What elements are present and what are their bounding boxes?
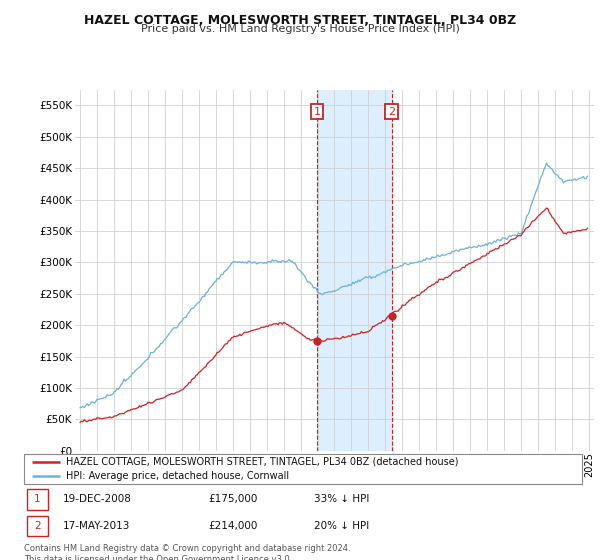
Text: HAZEL COTTAGE, MOLESWORTH STREET, TINTAGEL, PL34 0BZ (detached house): HAZEL COTTAGE, MOLESWORTH STREET, TINTAG…	[66, 457, 458, 467]
Text: Price paid vs. HM Land Registry's House Price Index (HPI): Price paid vs. HM Land Registry's House …	[140, 24, 460, 34]
Text: HAZEL COTTAGE, MOLESWORTH STREET, TINTAGEL, PL34 0BZ: HAZEL COTTAGE, MOLESWORTH STREET, TINTAG…	[84, 14, 516, 27]
Text: 1: 1	[34, 494, 41, 505]
Text: £175,000: £175,000	[208, 494, 257, 505]
Text: 2: 2	[388, 106, 395, 116]
Text: £214,000: £214,000	[208, 521, 257, 531]
Text: HPI: Average price, detached house, Cornwall: HPI: Average price, detached house, Corn…	[66, 471, 289, 481]
Text: 1: 1	[313, 106, 320, 116]
Text: 17-MAY-2013: 17-MAY-2013	[63, 521, 130, 531]
Bar	[317, 90, 392, 451]
FancyBboxPatch shape	[27, 489, 48, 510]
Text: 2: 2	[34, 521, 41, 531]
Text: 33% ↓ HPI: 33% ↓ HPI	[314, 494, 370, 505]
Text: Contains HM Land Registry data © Crown copyright and database right 2024.
This d: Contains HM Land Registry data © Crown c…	[24, 544, 350, 560]
Text: 19-DEC-2008: 19-DEC-2008	[63, 494, 132, 505]
Text: 20% ↓ HPI: 20% ↓ HPI	[314, 521, 370, 531]
FancyBboxPatch shape	[27, 516, 48, 536]
